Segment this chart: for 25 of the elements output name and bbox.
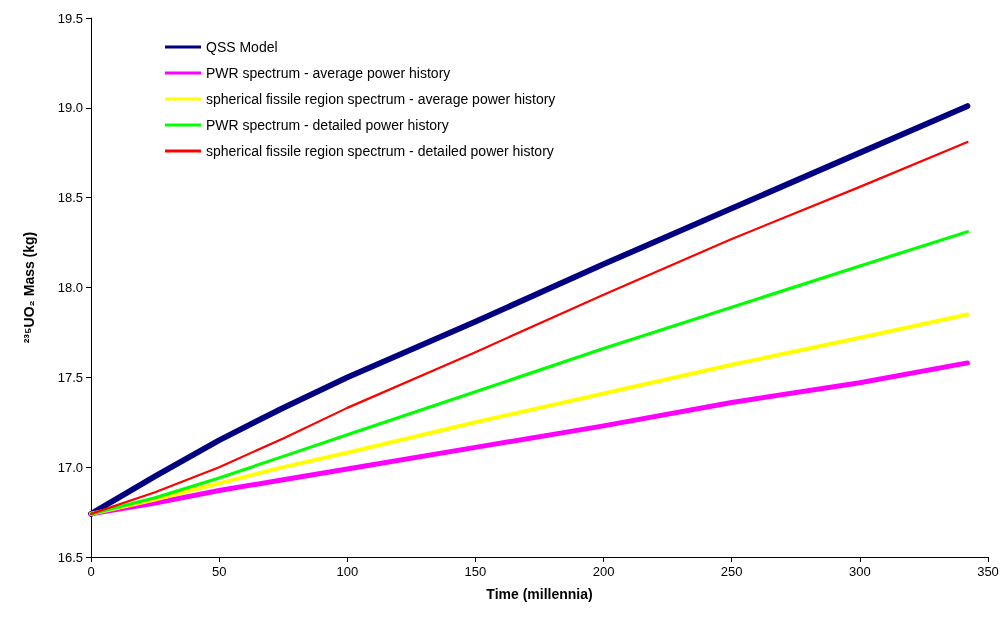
line-series (88, 360, 970, 517)
x-tick-label: 300 (849, 564, 871, 579)
y-tick-label: 16.5 (57, 549, 83, 565)
x-tick-label: 350 (977, 564, 999, 579)
legend-label: spherical fissile region spectrum - detailed power history (206, 143, 554, 159)
legend-label: QSS Model (206, 39, 278, 55)
legend-label: PWR spectrum - detailed power history (206, 117, 449, 133)
y-tick-label: 18.0 (57, 280, 83, 295)
y-tick-label: 19.0 (57, 100, 83, 116)
x-tick-label: 200 (592, 564, 615, 579)
x-tick-label: 50 (211, 564, 227, 579)
y-tick-label: 19.5 (57, 10, 83, 26)
x-tick-label: 100 (336, 564, 359, 579)
line-series (89, 312, 970, 516)
y-axis-title: ²³⁵UO₂ Mass (kg) (21, 231, 37, 344)
x-tick-label: 0 (87, 564, 95, 579)
line-series (89, 230, 970, 516)
x-tick-label: 150 (464, 564, 487, 579)
y-tick-label: 17.0 (57, 459, 83, 475)
y-tick-label: 18.5 (57, 190, 83, 206)
y-tick-label: 17.5 (57, 369, 83, 385)
x-tick-label: 250 (720, 564, 743, 579)
legend-label: spherical fissile region spectrum - average power history (206, 91, 556, 107)
x-axis-title: Time (millennia) (486, 586, 593, 602)
legend-label: PWR spectrum - average power history (206, 65, 451, 81)
